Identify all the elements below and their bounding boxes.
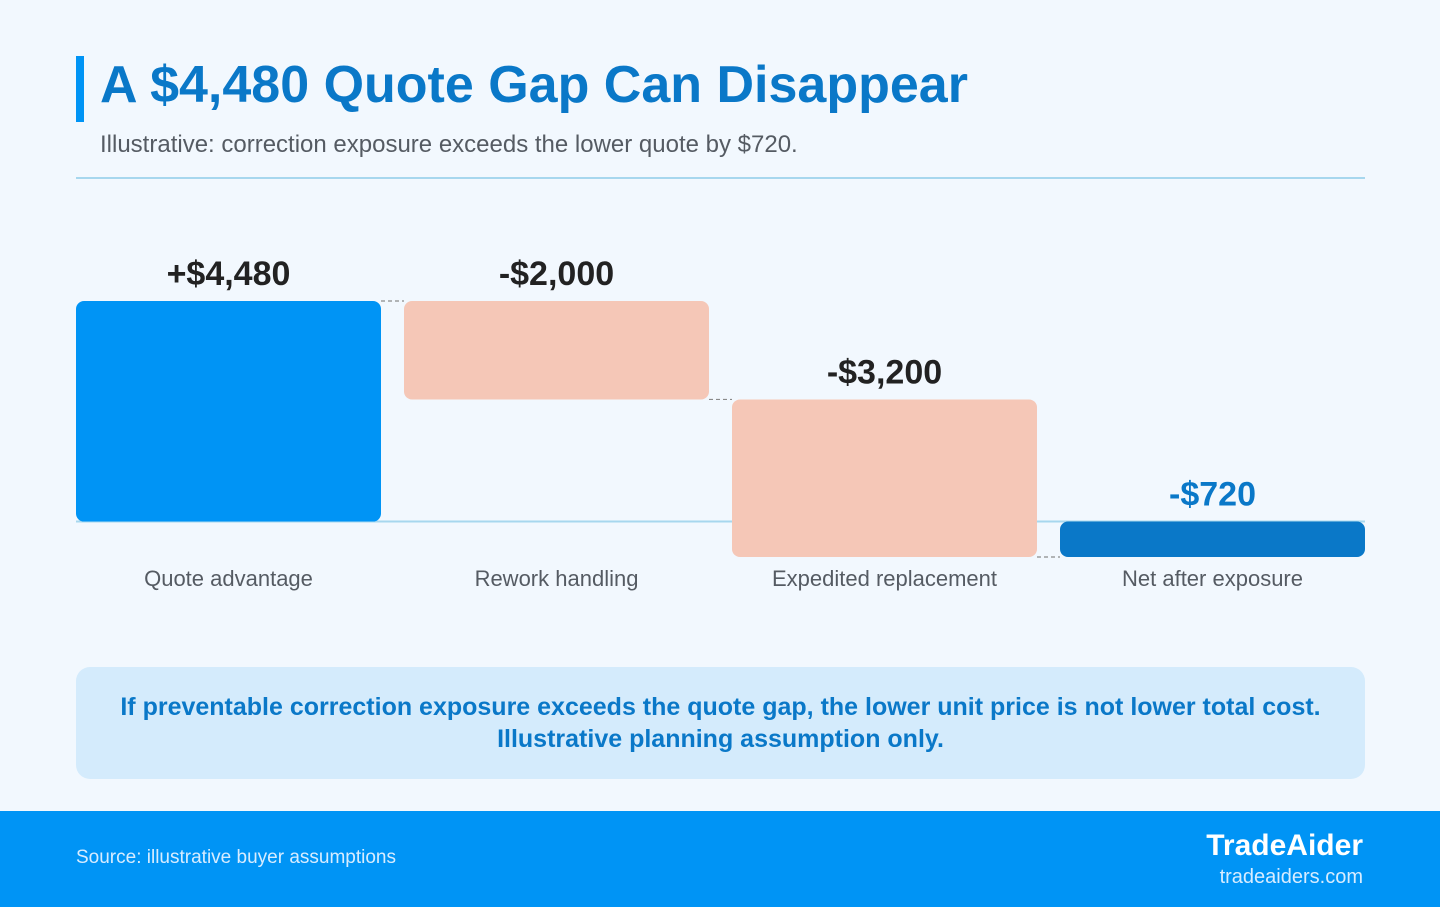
category-label-0: Quote advantage xyxy=(144,566,313,591)
value-label-1: -$2,000 xyxy=(499,255,614,293)
value-label-0: +$4,480 xyxy=(167,255,291,293)
category-label-1: Rework handling xyxy=(475,566,639,591)
callout-line-1: If preventable correction exposure excee… xyxy=(120,693,1321,721)
header-divider xyxy=(76,177,1365,179)
category-label-3: Net after exposure xyxy=(1122,566,1303,591)
category-label-2: Expedited replacement xyxy=(772,566,997,591)
callout-box: If preventable correction exposure excee… xyxy=(76,667,1365,779)
waterfall-chart: +$4,480 Quote advantage -$2,000 Rework hand… xyxy=(76,255,1365,591)
bar-2 xyxy=(732,399,1037,557)
page-subtitle: Illustrative: correction exposure exceed… xyxy=(100,131,798,158)
title-accent-bar xyxy=(76,56,84,122)
value-label-3: -$720 xyxy=(1169,476,1256,514)
footer: Source: illustrative buyer assumptions T… xyxy=(0,811,1440,907)
value-label-2: -$3,200 xyxy=(827,353,942,391)
callout-line-2: Illustrative planning assumption only. xyxy=(497,725,944,753)
page-title: A $4,480 Quote Gap Can Disappear xyxy=(100,56,968,114)
brand-url: tradeaiders.com xyxy=(1219,866,1363,888)
bar-3 xyxy=(1060,521,1365,557)
brand-logo-text: TradeAider xyxy=(1206,829,1363,862)
bar-1 xyxy=(404,301,709,400)
source-note: Source: illustrative buyer assumptions xyxy=(76,847,396,868)
bar-0 xyxy=(76,301,381,522)
